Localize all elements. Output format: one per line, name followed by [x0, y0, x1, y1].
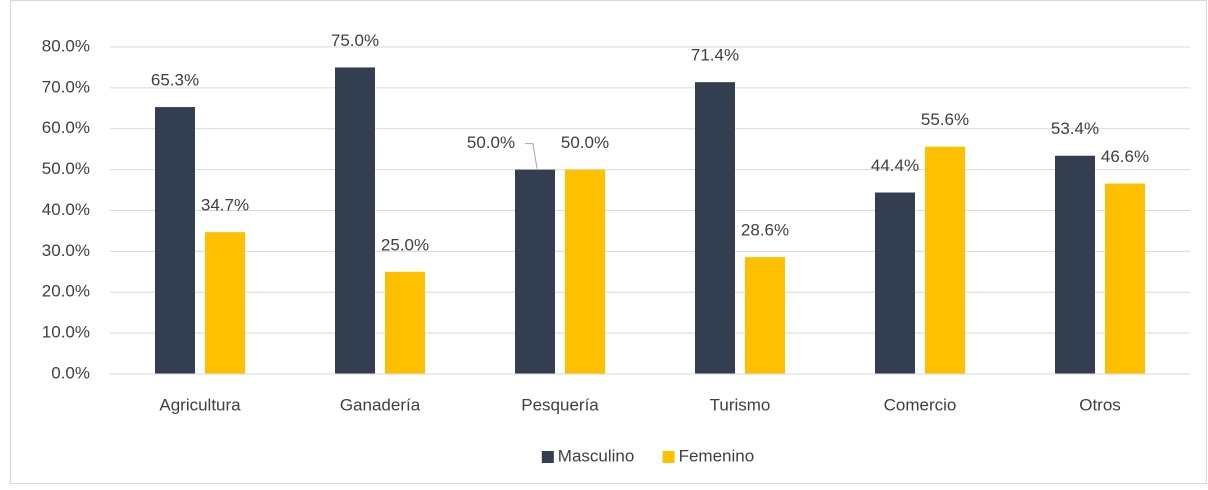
data-label: 75.0%: [331, 31, 379, 50]
x-tick-label: Turismo: [710, 395, 771, 414]
bar: [205, 232, 245, 374]
y-tick-label: 50.0%: [42, 159, 90, 178]
y-tick-label: 20.0%: [42, 282, 90, 301]
bar: [155, 107, 195, 375]
y-tick-label: 0.0%: [51, 363, 90, 382]
data-label: 44.4%: [871, 156, 919, 175]
data-label: 71.4%: [691, 46, 739, 65]
leader-line: [525, 143, 538, 169]
y-tick-label: 10.0%: [42, 323, 90, 342]
x-tick-label: Pesquería: [521, 395, 599, 414]
data-label: 34.7%: [201, 196, 249, 215]
data-label: 65.3%: [151, 71, 199, 90]
bar: [1055, 155, 1095, 374]
bar: [565, 169, 605, 374]
bar: [385, 271, 425, 374]
bar: [1105, 183, 1145, 374]
bar: [875, 192, 915, 374]
legend-swatch: [662, 451, 675, 463]
data-label: 50.0%: [467, 133, 515, 152]
bar: [335, 67, 375, 374]
bar: [515, 169, 555, 374]
x-tick-label: Agricultura: [159, 395, 241, 414]
x-tick-label: Comercio: [884, 395, 957, 414]
x-tick-label: Ganadería: [340, 395, 421, 414]
data-label: 50.0%: [561, 133, 609, 152]
bar: [695, 82, 735, 374]
data-label: 28.6%: [741, 221, 789, 240]
x-tick-label: Otros: [1079, 395, 1121, 414]
data-label: 46.6%: [1101, 147, 1149, 166]
legend-label: Masculino: [558, 446, 635, 465]
bar: [745, 257, 785, 374]
y-tick-label: 80.0%: [42, 36, 90, 55]
chart-border: [10, 0, 1207, 484]
data-label: 55.6%: [921, 110, 969, 129]
y-tick-label: 40.0%: [42, 200, 90, 219]
data-label: 25.0%: [381, 235, 429, 254]
y-tick-label: 70.0%: [42, 77, 90, 96]
data-label: 53.4%: [1051, 119, 1099, 138]
bar: [925, 146, 965, 374]
legend-swatch: [541, 451, 554, 463]
legend-label: Femenino: [679, 446, 755, 465]
y-tick-label: 30.0%: [42, 241, 90, 260]
y-tick-label: 60.0%: [42, 118, 90, 137]
